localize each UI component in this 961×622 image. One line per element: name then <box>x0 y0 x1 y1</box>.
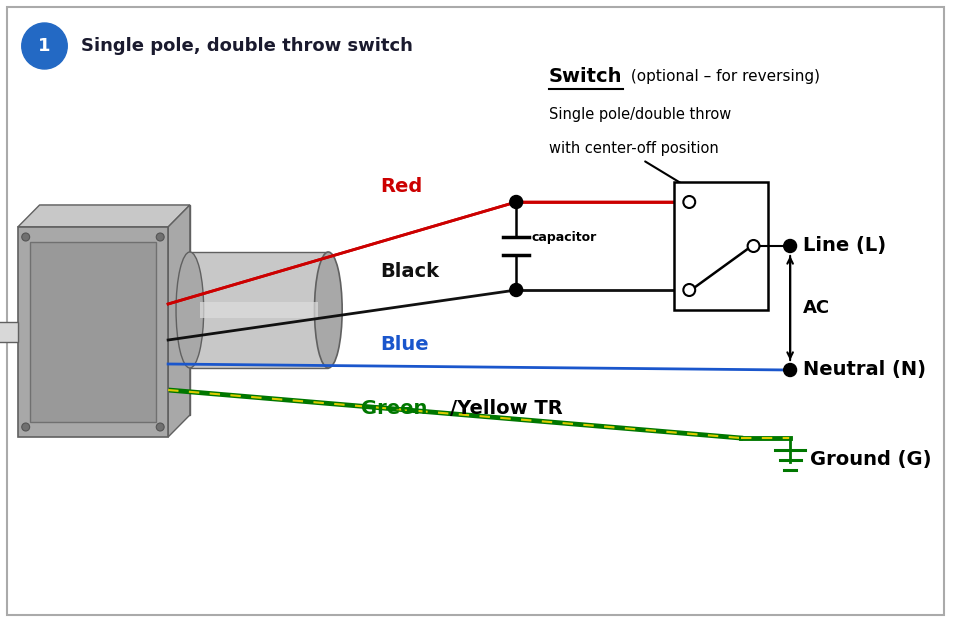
Ellipse shape <box>314 252 342 368</box>
Text: with center-off position: with center-off position <box>549 141 718 157</box>
Text: Blue: Blue <box>381 335 429 353</box>
Text: Green: Green <box>360 399 427 417</box>
Text: Single pole/double throw: Single pole/double throw <box>549 108 730 123</box>
Circle shape <box>156 233 164 241</box>
Text: (optional – for reversing): (optional – for reversing) <box>626 70 819 85</box>
Bar <box>674 182 768 310</box>
Circle shape <box>747 240 758 252</box>
Circle shape <box>783 363 796 376</box>
Circle shape <box>22 423 30 431</box>
Ellipse shape <box>176 252 204 368</box>
Text: Line (L): Line (L) <box>802 236 885 256</box>
Text: Switch: Switch <box>549 68 622 86</box>
Text: Red: Red <box>381 177 423 197</box>
Circle shape <box>509 284 522 297</box>
Circle shape <box>682 196 695 208</box>
Text: Neutral (N): Neutral (N) <box>802 361 925 379</box>
Bar <box>30 242 156 422</box>
Circle shape <box>22 23 67 69</box>
Text: Black: Black <box>381 262 439 282</box>
Circle shape <box>22 233 30 241</box>
Bar <box>189 252 328 368</box>
Text: AC: AC <box>802 299 829 317</box>
Circle shape <box>156 423 164 431</box>
Text: capacitor: capacitor <box>530 231 596 244</box>
Circle shape <box>509 195 522 208</box>
Bar <box>200 302 318 318</box>
Polygon shape <box>39 205 189 415</box>
Text: 1: 1 <box>38 37 51 55</box>
Text: Single pole, double throw switch: Single pole, double throw switch <box>81 37 412 55</box>
Text: Ground (G): Ground (G) <box>809 450 930 470</box>
Circle shape <box>783 239 796 253</box>
Text: /Yellow TR: /Yellow TR <box>450 399 562 417</box>
Bar <box>0 322 18 342</box>
Polygon shape <box>18 205 189 227</box>
Polygon shape <box>168 205 189 437</box>
Circle shape <box>682 284 695 296</box>
Bar <box>18 227 168 437</box>
